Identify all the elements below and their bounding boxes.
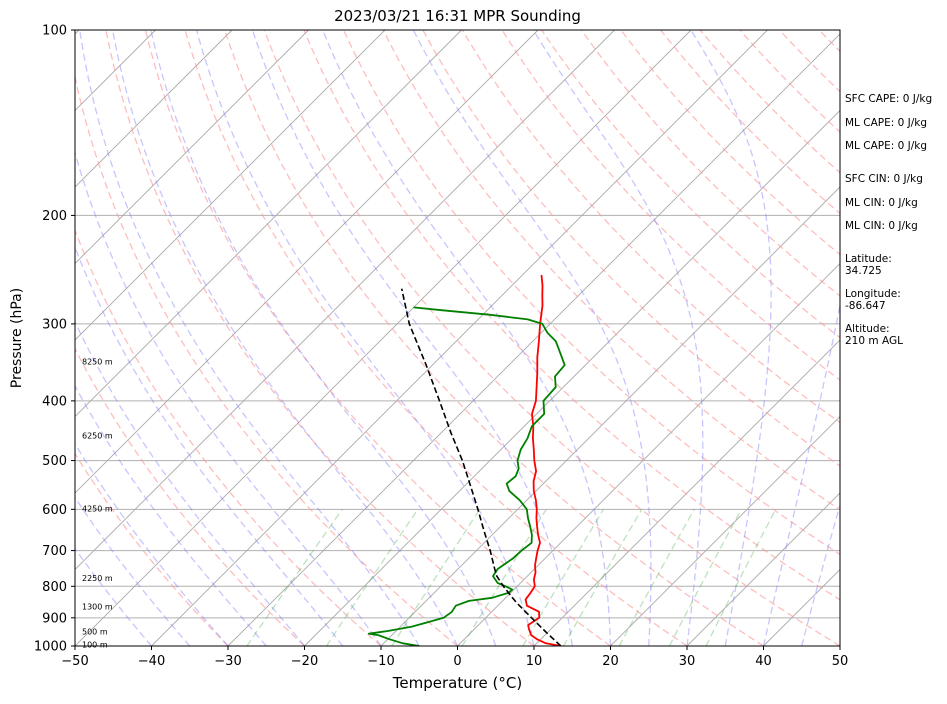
- isotherm-line: [0, 30, 232, 646]
- sounding-parameter-text: Latitude:: [845, 253, 892, 265]
- dry-adiabat: [225, 30, 764, 646]
- x-tick-label: −10: [367, 654, 394, 669]
- y-tick-label: 500: [42, 454, 67, 469]
- mixing-ratio-line: [706, 509, 776, 646]
- x-tick-label: 40: [755, 654, 772, 669]
- moist-adiabat: [533, 30, 703, 646]
- sounding-parameter-text: ML CAPE: 0 J/kg: [845, 140, 927, 152]
- dry-adiabat: [0, 30, 228, 646]
- y-tick-label: 900: [42, 611, 67, 626]
- moist-adiabat: [197, 30, 534, 646]
- x-tick-label: −50: [61, 654, 88, 669]
- moist-adiabat: [80, 30, 420, 646]
- sounding-parameter-text: ML CIN: 0 J/kg: [845, 220, 918, 232]
- isotherm-line: [0, 30, 3, 646]
- dry-adiabat: [27, 30, 381, 646]
- moist-adiabat: [253, 30, 573, 646]
- chart-title: 2023/03/21 16:31 MPR Sounding: [334, 7, 581, 25]
- mixing-ratio-line: [327, 509, 418, 646]
- mixing-ratio-line: [392, 509, 480, 646]
- moist-adiabat: [0, 30, 190, 646]
- sounding-parameter-text: Altitude:: [845, 323, 890, 335]
- height-label: 6250 m: [82, 431, 113, 440]
- isotherm-line: [0, 30, 615, 646]
- dry-adiabat: [146, 30, 611, 646]
- sounding-parameter-text: SFC CIN: 0 J/kg: [845, 173, 923, 185]
- plot-frame: [75, 30, 840, 646]
- mixing-ratio-line: [247, 509, 342, 646]
- sounding-parameter-text: 34.725: [845, 265, 882, 277]
- x-tick-label: −20: [291, 654, 318, 669]
- x-tick-label: 20: [602, 654, 619, 669]
- height-label: 2250 m: [82, 574, 113, 583]
- moist-adiabat: [25, 30, 343, 646]
- y-tick-label: 100: [42, 24, 67, 39]
- height-label: 1300 m: [82, 602, 113, 611]
- height-label: 8250 m: [82, 357, 113, 366]
- height-label: 500 m: [82, 628, 108, 637]
- isotherm-line: [75, 30, 691, 646]
- y-tick-label: 700: [42, 544, 67, 559]
- y-tick-label: 600: [42, 503, 67, 518]
- sounding-parameter-text: Longitude:: [845, 288, 901, 300]
- sounding-parameters: SFC CAPE: 0 J/kg ML CAPE: 0 J/kg ML CAPE: …: [845, 93, 932, 347]
- sounding-parameter-text: ML CAPE: 0 J/kg: [845, 117, 927, 129]
- x-tick-label: −40: [138, 654, 165, 669]
- sounding-parameter-text: SFC CAPE: 0 J/kg: [845, 93, 932, 105]
- sounding-parameter-text: ML CIN: 0 J/kg: [845, 197, 918, 209]
- y-tick-label: 400: [42, 394, 67, 409]
- y-tick-label: 300: [42, 317, 67, 332]
- isotherm-line: [0, 30, 538, 646]
- isotherm-line: [305, 30, 921, 646]
- moist-adiabat: [413, 30, 651, 646]
- sounding-parameter-text: -86.647: [845, 300, 886, 312]
- x-axis-label: Temperature (°C): [392, 674, 522, 692]
- x-tick-label: 30: [679, 654, 696, 669]
- height-label: 100 m: [82, 640, 108, 649]
- moist-adiabat: [0, 30, 228, 646]
- dry-adiabat: [304, 30, 917, 646]
- mixing-ratio-line: [669, 509, 741, 646]
- y-tick-label: 200: [42, 209, 67, 224]
- y-tick-label: 1000: [34, 640, 67, 655]
- x-tick-label: 10: [526, 654, 543, 669]
- moist-adiabat: [151, 30, 496, 646]
- x-tick-label: −30: [214, 654, 241, 669]
- height-label: 4250 m: [82, 504, 113, 513]
- sounding-parameter-text: 210 m AGL: [845, 335, 903, 347]
- y-axis-label: Pressure (hPa): [9, 288, 25, 388]
- x-tick-label: 50: [832, 654, 849, 669]
- isotherm-line: [228, 30, 844, 646]
- y-tick-label: 800: [42, 580, 67, 595]
- background-lines: [0, 30, 947, 646]
- parcel-profile-trace: [402, 289, 561, 646]
- x-tick-label: 0: [453, 654, 461, 669]
